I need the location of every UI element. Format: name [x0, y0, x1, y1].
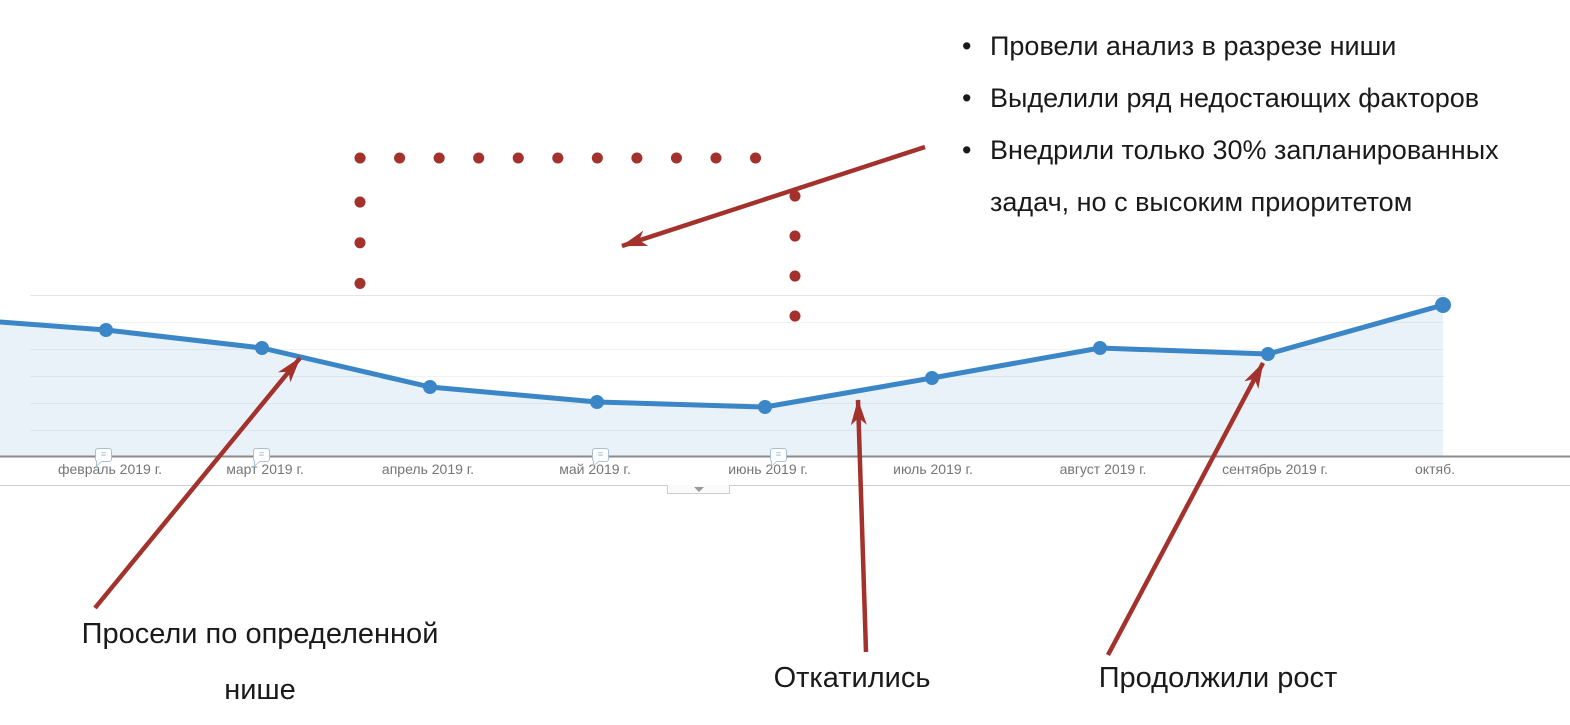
x-axis-label: август 2019 г. [1059, 461, 1147, 477]
annotation-bubble-icon[interactable]: ≡ [253, 448, 270, 467]
x-axis-label: март 2019 г. [226, 461, 304, 477]
bullet-glyph: • [962, 31, 972, 61]
data-point [1093, 341, 1107, 355]
annotation-bubble-icon[interactable]: ≡ [95, 448, 112, 467]
data-point [255, 341, 269, 355]
x-axis-label: июнь 2019 г. [728, 461, 808, 477]
bullet-row: • Внедрили только 30% запланированных зад… [962, 124, 1562, 228]
x-axis-labels: февраль 2019 г. март 2019 г. апрель 2019 г… [0, 461, 1570, 479]
annotation-bubble-icon[interactable]: ≡ [770, 448, 787, 467]
bullet-row: • Выделили ряд недостающих факторов [962, 72, 1562, 124]
bullet-glyph: • [962, 83, 972, 113]
x-axis-label: апрель 2019 г. [381, 461, 475, 477]
arrow-to-dip [93, 356, 302, 610]
bullet-glyph: • [962, 135, 972, 165]
bullet-text: Внедрили только 30% запланированных зада… [990, 135, 1499, 217]
x-axis-label: сентябрь 2019 г. [1222, 461, 1328, 477]
x-axis-label: октяб. [1415, 461, 1455, 477]
data-point [590, 395, 604, 409]
dip-label: Просели по определенной нише [81, 618, 439, 706]
data-point [423, 380, 437, 394]
arrow-to-rollback [850, 399, 869, 653]
collapse-graph-tab[interactable] [667, 485, 730, 494]
growth-label: Продолжили рост [1098, 662, 1338, 694]
data-point [758, 400, 772, 414]
data-point [1261, 347, 1275, 361]
chevron-down-icon [693, 487, 704, 492]
annotation-bubble-icon[interactable]: ≡ [592, 448, 609, 467]
bullet-row: • Провели анализ в разрезе ниши [962, 20, 1562, 72]
x-axis-label: май 2019 г. [559, 461, 631, 477]
arrow-from-bullets [621, 144, 926, 249]
sessions-line [0, 302, 1446, 410]
x-axis-label: июль 2019 г. [893, 461, 973, 477]
arrow-to-growth [1106, 361, 1265, 657]
bullet-text: Выделили ряд недостающих факторов [990, 83, 1480, 113]
data-point [1435, 297, 1451, 313]
rollback-label: Откатились [773, 662, 931, 694]
bullet-text: Провели анализ в разрезе ниши [990, 31, 1397, 61]
data-point [99, 323, 113, 337]
x-axis-label: февраль 2019 г. [58, 461, 162, 477]
area-fill [0, 305, 1443, 456]
summary-bullet-list: • Провели анализ в разрезе ниши • Выделили … [962, 20, 1562, 228]
data-point [925, 371, 939, 385]
